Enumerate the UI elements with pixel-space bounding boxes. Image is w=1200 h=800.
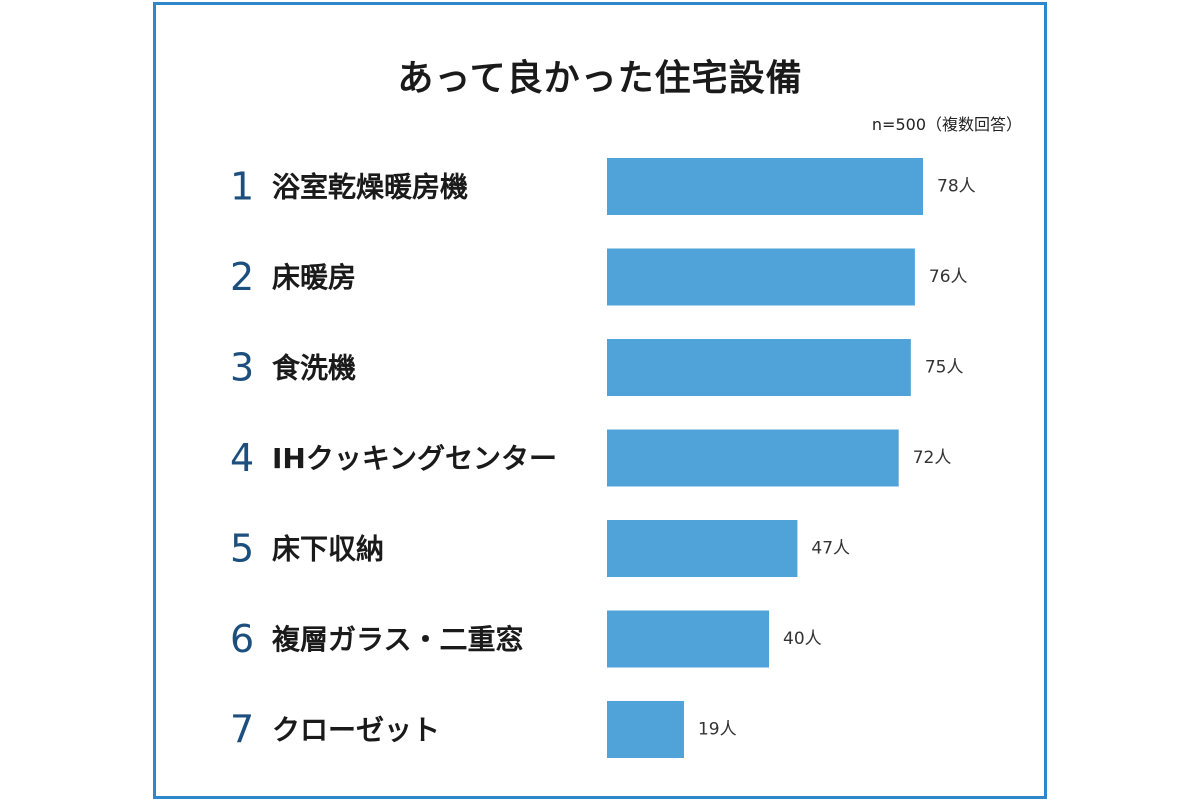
rank-number: 1 xyxy=(230,165,254,209)
sample-note: n=500（複数回答） xyxy=(871,115,1022,134)
value-label: 78人 xyxy=(937,177,976,197)
category-label: 複層ガラス・二重窓 xyxy=(272,623,523,656)
rank-number: 5 xyxy=(230,527,254,571)
category-label: 床暖房 xyxy=(272,261,356,294)
bar xyxy=(607,520,798,577)
category-label: 床下収納 xyxy=(272,533,384,566)
value-label: 72人 xyxy=(913,448,952,468)
value-label: 19人 xyxy=(698,720,737,740)
value-label: 76人 xyxy=(929,267,968,287)
category-label: 浴室乾燥暖房機 xyxy=(272,171,468,204)
value-label: 40人 xyxy=(783,629,822,649)
bar xyxy=(607,339,911,396)
rank-number: 7 xyxy=(230,708,254,752)
bar xyxy=(607,248,915,306)
bar xyxy=(607,701,684,758)
category-label: クローゼット xyxy=(272,714,440,747)
bar xyxy=(607,429,899,487)
category-label: 食洗機 xyxy=(272,352,356,385)
chart-title: あって良かった住宅設備 xyxy=(397,58,803,99)
value-label: 75人 xyxy=(925,358,964,378)
category-label: IHクッキングセンター xyxy=(272,442,557,475)
chart-frame: あって良かった住宅設備 n=500（複数回答） xyxy=(153,2,1047,799)
rank-number: 4 xyxy=(230,436,254,480)
rank-number: 6 xyxy=(230,617,254,661)
bar xyxy=(607,610,770,668)
bar xyxy=(607,158,923,215)
rank-number: 3 xyxy=(230,346,254,390)
value-label: 47人 xyxy=(811,539,850,559)
rank-number: 2 xyxy=(230,255,254,299)
